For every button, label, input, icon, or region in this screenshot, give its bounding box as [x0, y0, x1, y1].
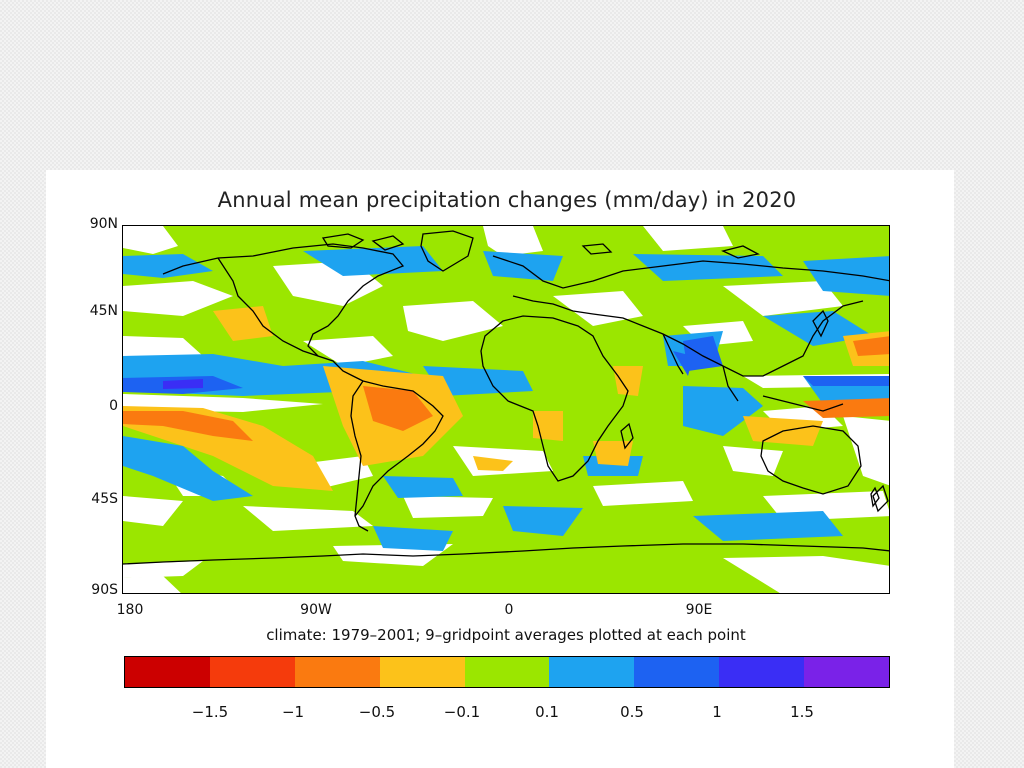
colorbar-tick-label: 0.1 [535, 703, 559, 721]
lon-label-90w: 90W [300, 602, 332, 618]
colorbar-segment [549, 657, 635, 687]
lat-label-45n: 45N [89, 303, 118, 319]
purple-increase-regions [163, 379, 203, 389]
lon-label-180: 180 [116, 602, 144, 618]
lat-label-90n: 90N [89, 216, 118, 232]
colorbar-segment [719, 657, 805, 687]
colorbar-segment [379, 657, 465, 687]
precipitation-map [122, 225, 890, 594]
lat-label-equator: 0 [109, 398, 118, 414]
colorbar-tick-label: 1 [712, 703, 722, 721]
precipitation-map-graphic [123, 226, 889, 593]
colorbar-tick-label: −0.5 [358, 703, 396, 721]
dark-blue-increase-regions [123, 336, 889, 394]
colorbar-segment [464, 657, 550, 687]
lat-label-90s: 90S [91, 582, 118, 598]
map-subtitle: climate: 1979–2001; 9–gridpoint averages… [266, 626, 746, 644]
colorbar-tick-label: −1 [281, 703, 305, 721]
colorbar-tick-label: −1.5 [191, 703, 229, 721]
colorbar-segment [209, 657, 295, 687]
colorbar-segment [804, 657, 890, 687]
lon-label-90e: 90E [685, 602, 713, 618]
lon-label-0: 0 [504, 602, 514, 618]
colorbar [124, 656, 890, 688]
map-title: Annual mean precipitation changes (mm/da… [217, 188, 797, 212]
coastlines [123, 230, 889, 565]
colorbar-segment [634, 657, 720, 687]
colorbar-tick-label: −0.1 [443, 703, 481, 721]
colorbar-segment [125, 657, 210, 687]
colorbar-tick-label: 0.5 [620, 703, 644, 721]
red-orange-decrease-regions [123, 336, 889, 441]
lat-label-45s: 45S [91, 491, 118, 507]
colorbar-tick-label: 1.5 [790, 703, 814, 721]
colorbar-segment [294, 657, 380, 687]
